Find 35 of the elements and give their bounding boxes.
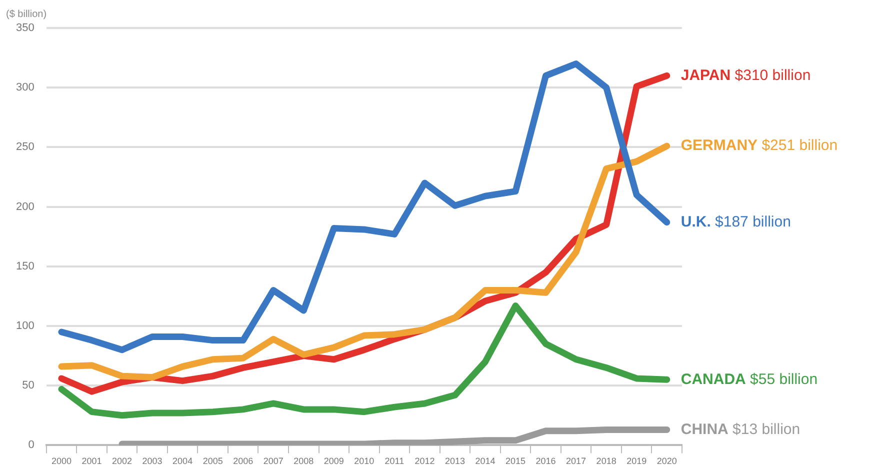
x-tick-label: 2007 xyxy=(263,456,284,466)
x-tick-label: 2018 xyxy=(596,456,616,466)
x-tick-label: 2000 xyxy=(51,456,72,466)
x-tick-label: 2008 xyxy=(294,456,314,466)
series-label: JAPAN $310 billion xyxy=(680,66,811,84)
x-tick-label: 2005 xyxy=(202,456,223,466)
x-tick-label: 2020 xyxy=(656,456,677,466)
x-tick-label: 2013 xyxy=(444,456,465,466)
series-label: CHINA $13 billion xyxy=(680,420,800,438)
x-tick-label: 2016 xyxy=(536,456,556,466)
x-tick-label: 2019 xyxy=(626,456,647,466)
y-tick-label: 200 xyxy=(16,200,34,213)
y-tick-label: 300 xyxy=(16,82,34,94)
x-tick-label: 2003 xyxy=(142,456,162,466)
x-tick-label: 2001 xyxy=(82,456,102,466)
x-tick-label: 2017 xyxy=(566,456,586,466)
y-tick-label: 0 xyxy=(28,439,34,452)
series-label: CANADA $55 billion xyxy=(680,370,818,388)
y-tick-label: 50 xyxy=(22,380,34,392)
x-tick-label: 2009 xyxy=(324,456,344,466)
x-tick-label: 2010 xyxy=(354,456,374,466)
x-tick-label: 2015 xyxy=(506,456,526,466)
series-label: U.K. $187 billion xyxy=(680,213,791,230)
x-tick-label: 2014 xyxy=(475,456,496,466)
x-tick-label: 2002 xyxy=(112,456,132,466)
y-axis-title: ($ billion) xyxy=(6,8,47,20)
x-tick-label: 2011 xyxy=(384,456,404,466)
x-tick-label: 2006 xyxy=(233,456,254,466)
x-tick-label: 2012 xyxy=(414,456,435,466)
series-label: GERMANY $251 billion xyxy=(680,137,838,154)
x-tick-label: 2004 xyxy=(172,456,193,466)
y-tick-label: 150 xyxy=(16,260,34,272)
y-tick-label: 250 xyxy=(16,141,34,154)
y-tick-label: 100 xyxy=(16,320,34,332)
y-tick-label: 350 xyxy=(16,22,34,34)
